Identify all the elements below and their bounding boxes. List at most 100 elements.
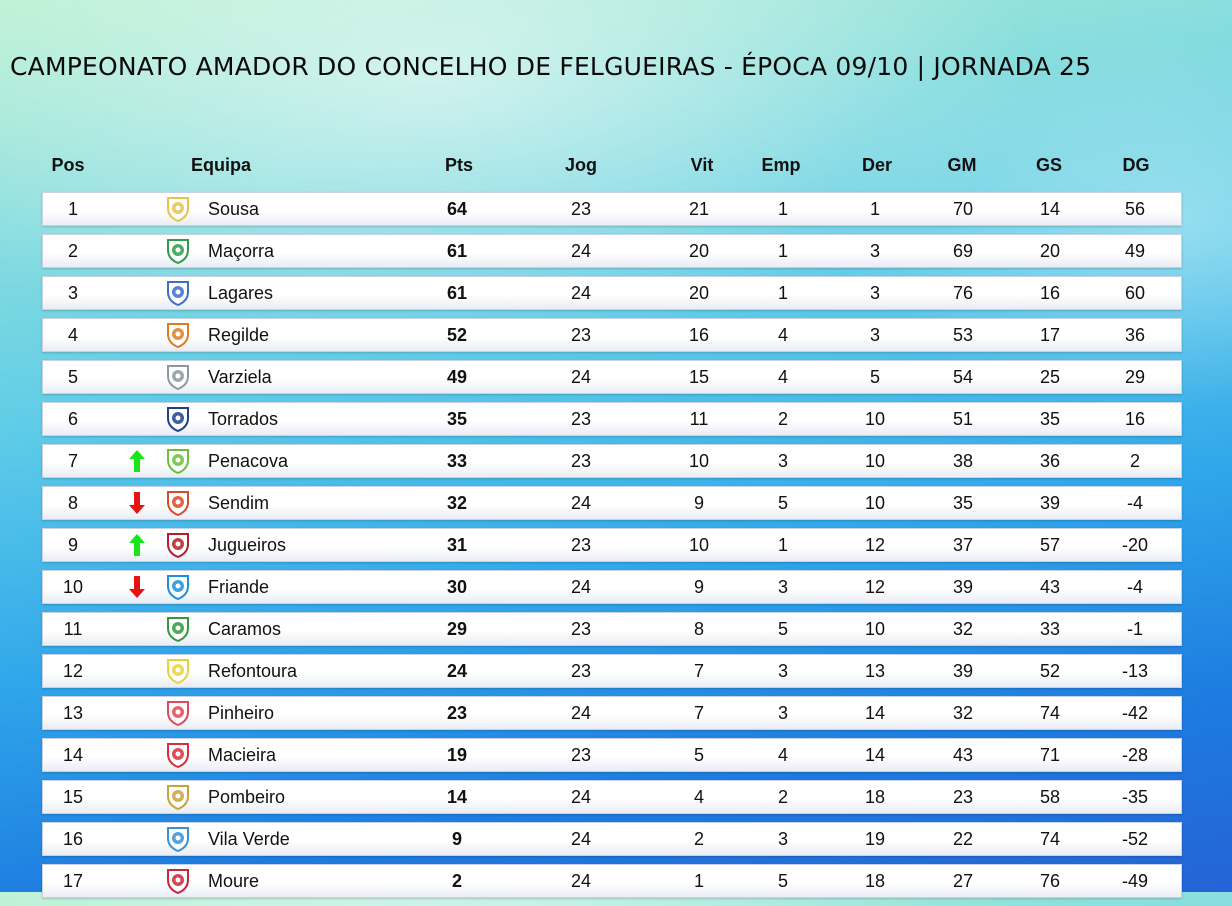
played-cell: 24 bbox=[570, 871, 592, 891]
losses-cell: 10 bbox=[864, 619, 886, 639]
position-cell: 1 bbox=[67, 199, 79, 219]
team-name: Refontoura bbox=[208, 661, 298, 681]
team-name: Penacova bbox=[208, 451, 289, 471]
played-cell: 24 bbox=[570, 367, 592, 387]
wins-cell: 2 bbox=[693, 829, 705, 849]
losses-cell: 19 bbox=[864, 829, 886, 849]
draws-cell: 1 bbox=[777, 535, 789, 555]
points-cell: 31 bbox=[446, 535, 468, 555]
position-cell: 15 bbox=[62, 787, 84, 807]
wins-cell: 16 bbox=[688, 325, 710, 345]
draws-cell: 3 bbox=[777, 577, 789, 597]
losses-cell: 14 bbox=[864, 745, 886, 765]
goals-against-cell: 33 bbox=[1039, 619, 1061, 639]
goals-for-cell: 70 bbox=[952, 199, 974, 219]
losses-cell: 3 bbox=[869, 241, 881, 261]
goals-against-cell: 25 bbox=[1039, 367, 1061, 387]
goals-against-cell: 74 bbox=[1039, 703, 1061, 723]
header-emp: Emp bbox=[761, 155, 801, 175]
wins-cell: 21 bbox=[688, 199, 710, 219]
draws-cell: 5 bbox=[777, 871, 789, 891]
goal-difference-cell: -1 bbox=[1126, 619, 1144, 639]
wins-cell: 1 bbox=[693, 871, 705, 891]
goals-against-cell: 36 bbox=[1039, 451, 1061, 471]
played-cell: 24 bbox=[570, 703, 592, 723]
wins-cell: 7 bbox=[693, 703, 705, 723]
table-row: 4 52 23 16 4 3 53 17 36 Regilde bbox=[42, 318, 1182, 352]
played-cell: 23 bbox=[570, 199, 592, 219]
goals-for-cell: 27 bbox=[952, 871, 974, 891]
team-name: Moure bbox=[208, 871, 260, 891]
wins-cell: 9 bbox=[693, 577, 705, 597]
position-cell: 9 bbox=[67, 535, 79, 555]
points-cell: 29 bbox=[446, 619, 468, 639]
draws-cell: 1 bbox=[777, 241, 789, 261]
arrow-down-icon bbox=[129, 576, 145, 598]
table-row: 16 9 24 2 3 19 22 74 -52 Vila Verde bbox=[42, 822, 1182, 856]
goal-difference-cell: 49 bbox=[1124, 241, 1146, 261]
losses-cell: 10 bbox=[864, 493, 886, 513]
played-cell: 23 bbox=[570, 535, 592, 555]
draws-cell: 1 bbox=[777, 199, 789, 219]
wins-cell: 20 bbox=[688, 283, 710, 303]
played-cell: 23 bbox=[570, 325, 592, 345]
draws-cell: 3 bbox=[777, 451, 789, 471]
position-cell: 8 bbox=[67, 493, 79, 513]
header-vit: Vit bbox=[690, 155, 714, 175]
goals-against-cell: 74 bbox=[1039, 829, 1061, 849]
wins-cell: 20 bbox=[688, 241, 710, 261]
position-cell: 11 bbox=[63, 619, 83, 639]
draws-cell: 3 bbox=[777, 661, 789, 681]
played-cell: 23 bbox=[570, 451, 592, 471]
goals-against-cell: 76 bbox=[1039, 871, 1061, 891]
draws-cell: 4 bbox=[777, 325, 789, 345]
lagares-badge-icon bbox=[166, 280, 190, 307]
goal-difference-cell: 56 bbox=[1124, 199, 1146, 219]
losses-cell: 5 bbox=[869, 367, 881, 387]
table-row: 8 32 24 9 5 10 35 39 -4 Sendim bbox=[42, 486, 1182, 520]
draws-cell: 3 bbox=[777, 703, 789, 723]
draws-cell: 2 bbox=[777, 409, 789, 429]
points-cell: 9 bbox=[451, 829, 463, 849]
table-row: 6 35 23 11 2 10 51 35 16 Torrados bbox=[42, 402, 1182, 436]
wins-cell: 10 bbox=[688, 535, 710, 555]
goals-against-cell: 35 bbox=[1039, 409, 1061, 429]
points-cell: 61 bbox=[446, 283, 468, 303]
goals-for-cell: 51 bbox=[952, 409, 974, 429]
table-row: 9 31 23 10 1 12 37 57 -20 Jugueiros bbox=[42, 528, 1182, 562]
team-name: Caramos bbox=[208, 619, 282, 639]
team-name: Jugueiros bbox=[208, 535, 287, 555]
table-row: 17 2 24 1 5 18 27 76 -49 Moure bbox=[42, 864, 1182, 898]
goals-for-cell: 39 bbox=[952, 661, 974, 681]
arrow-up-icon bbox=[129, 534, 145, 556]
goals-for-cell: 54 bbox=[952, 367, 974, 387]
header-pos: Pos bbox=[51, 155, 85, 175]
position-cell: 16 bbox=[62, 829, 84, 849]
goals-for-cell: 32 bbox=[952, 703, 974, 723]
losses-cell: 12 bbox=[864, 577, 886, 597]
sousa-badge-icon bbox=[166, 196, 190, 223]
page-title: CAMPEONATO AMADOR DO CONCELHO DE FELGUEI… bbox=[10, 52, 1092, 81]
goal-difference-cell: 2 bbox=[1129, 451, 1141, 471]
goal-difference-cell: -20 bbox=[1121, 535, 1149, 555]
points-cell: 64 bbox=[446, 199, 468, 219]
goal-difference-cell: 16 bbox=[1124, 409, 1146, 429]
points-cell: 30 bbox=[446, 577, 468, 597]
macieira-badge-icon bbox=[166, 742, 190, 769]
position-cell: 3 bbox=[67, 283, 79, 303]
macorra-badge-icon bbox=[166, 238, 190, 265]
played-cell: 23 bbox=[570, 619, 592, 639]
draws-cell: 5 bbox=[777, 493, 789, 513]
points-cell: 49 bbox=[446, 367, 468, 387]
moure-badge-icon bbox=[166, 868, 190, 895]
team-name: Sousa bbox=[208, 199, 260, 219]
points-cell: 23 bbox=[446, 703, 468, 723]
losses-cell: 1 bbox=[869, 199, 881, 219]
sendim-badge-icon bbox=[166, 490, 190, 517]
goal-difference-cell: 36 bbox=[1124, 325, 1146, 345]
goal-difference-cell: -4 bbox=[1126, 577, 1144, 597]
played-cell: 24 bbox=[570, 787, 592, 807]
table-row: 7 33 23 10 3 10 38 36 2 Penacova bbox=[42, 444, 1182, 478]
goals-against-cell: 17 bbox=[1039, 325, 1061, 345]
position-cell: 10 bbox=[62, 577, 84, 597]
